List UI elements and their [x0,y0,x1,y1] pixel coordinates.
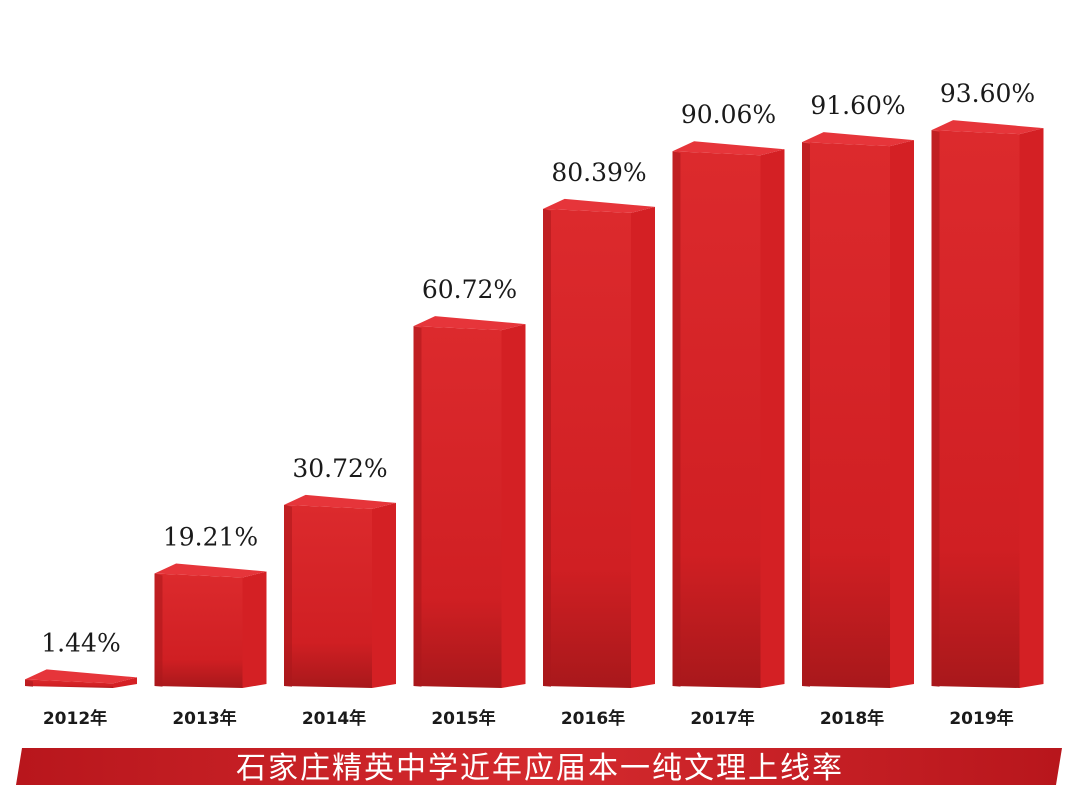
bar-edge-shade [413,326,422,687]
bar-side-face [760,149,785,688]
bar-2017年 [672,141,785,688]
bar-side-face [372,502,396,688]
bar-side-face [242,571,267,688]
bar-2014年 [284,494,396,688]
bar-2019年 [931,120,1044,689]
bar-2018年 [802,132,914,689]
bar-side-face [1019,128,1044,689]
bar-top-face [931,120,1044,135]
category-label: 2012年 [43,708,107,729]
bar-front-face [543,208,631,688]
bar-top-face [284,494,396,509]
value-label: 93.60% [940,79,1035,108]
bar-side-face [113,677,137,688]
bar-2012年 [25,669,137,688]
bar-top-face [543,198,655,213]
bar-top-face [413,316,526,331]
category-label: 2016年 [561,708,625,729]
bar-top-face [154,563,267,578]
bar-edge-shade [543,208,551,687]
value-label: 19.21% [163,523,258,552]
category-label: 2013年 [172,708,236,729]
bar-2016年 [543,198,655,688]
value-label: 1.44% [41,628,120,657]
title-band-shape [16,748,1062,785]
value-label: 30.72% [292,454,387,483]
bar-top-face [672,141,785,156]
bar-edge-shade [25,679,33,687]
value-label: 90.06% [681,100,776,129]
value-label: 91.60% [810,91,905,120]
bar-front-face [284,504,372,688]
bar-side-face [890,140,914,689]
bar-2013年 [154,563,267,688]
bar-side-face [501,324,526,688]
category-label: 2018年 [820,708,884,729]
category-label: 2017年 [690,708,754,729]
bar-edge-shade [802,142,810,688]
chart-title: 石家庄精英中学近年应届本一纯文理上线率 [236,751,844,786]
bar-front-face [931,130,1020,689]
category-label: 2014年 [302,708,366,729]
category-label: 2019年 [949,708,1013,729]
category-labels-group: 2012年 2013年 2014年 2015年 2016年 2017年 2018年 2019年 [43,708,1014,729]
bar-2015年 [413,316,526,688]
value-labels-group: 1.44% 19.21% 30.72% 60.72% 80.39% 90.06% 91.60… [41,79,1035,657]
value-label: 80.39% [551,158,646,187]
bar-side-face [631,206,655,688]
bar-front-face [25,679,113,688]
bar-edge-shade [284,504,292,687]
bars-group [25,120,1044,689]
title-band: 石家庄精英中学近年应届本一纯文理上线率 [16,748,1062,786]
category-label: 2015年 [431,708,495,729]
bar-edge-shade [931,130,940,688]
bar-front-face [154,573,243,688]
bar-top-face [802,132,914,147]
bar-edge-shade [154,573,163,687]
bar-top-face [25,669,137,684]
bar-front-face [802,142,890,689]
bar-front-face [672,151,761,688]
bar-edge-shade [672,151,681,687]
bar-front-face [413,326,502,688]
value-label: 60.72% [422,275,517,304]
